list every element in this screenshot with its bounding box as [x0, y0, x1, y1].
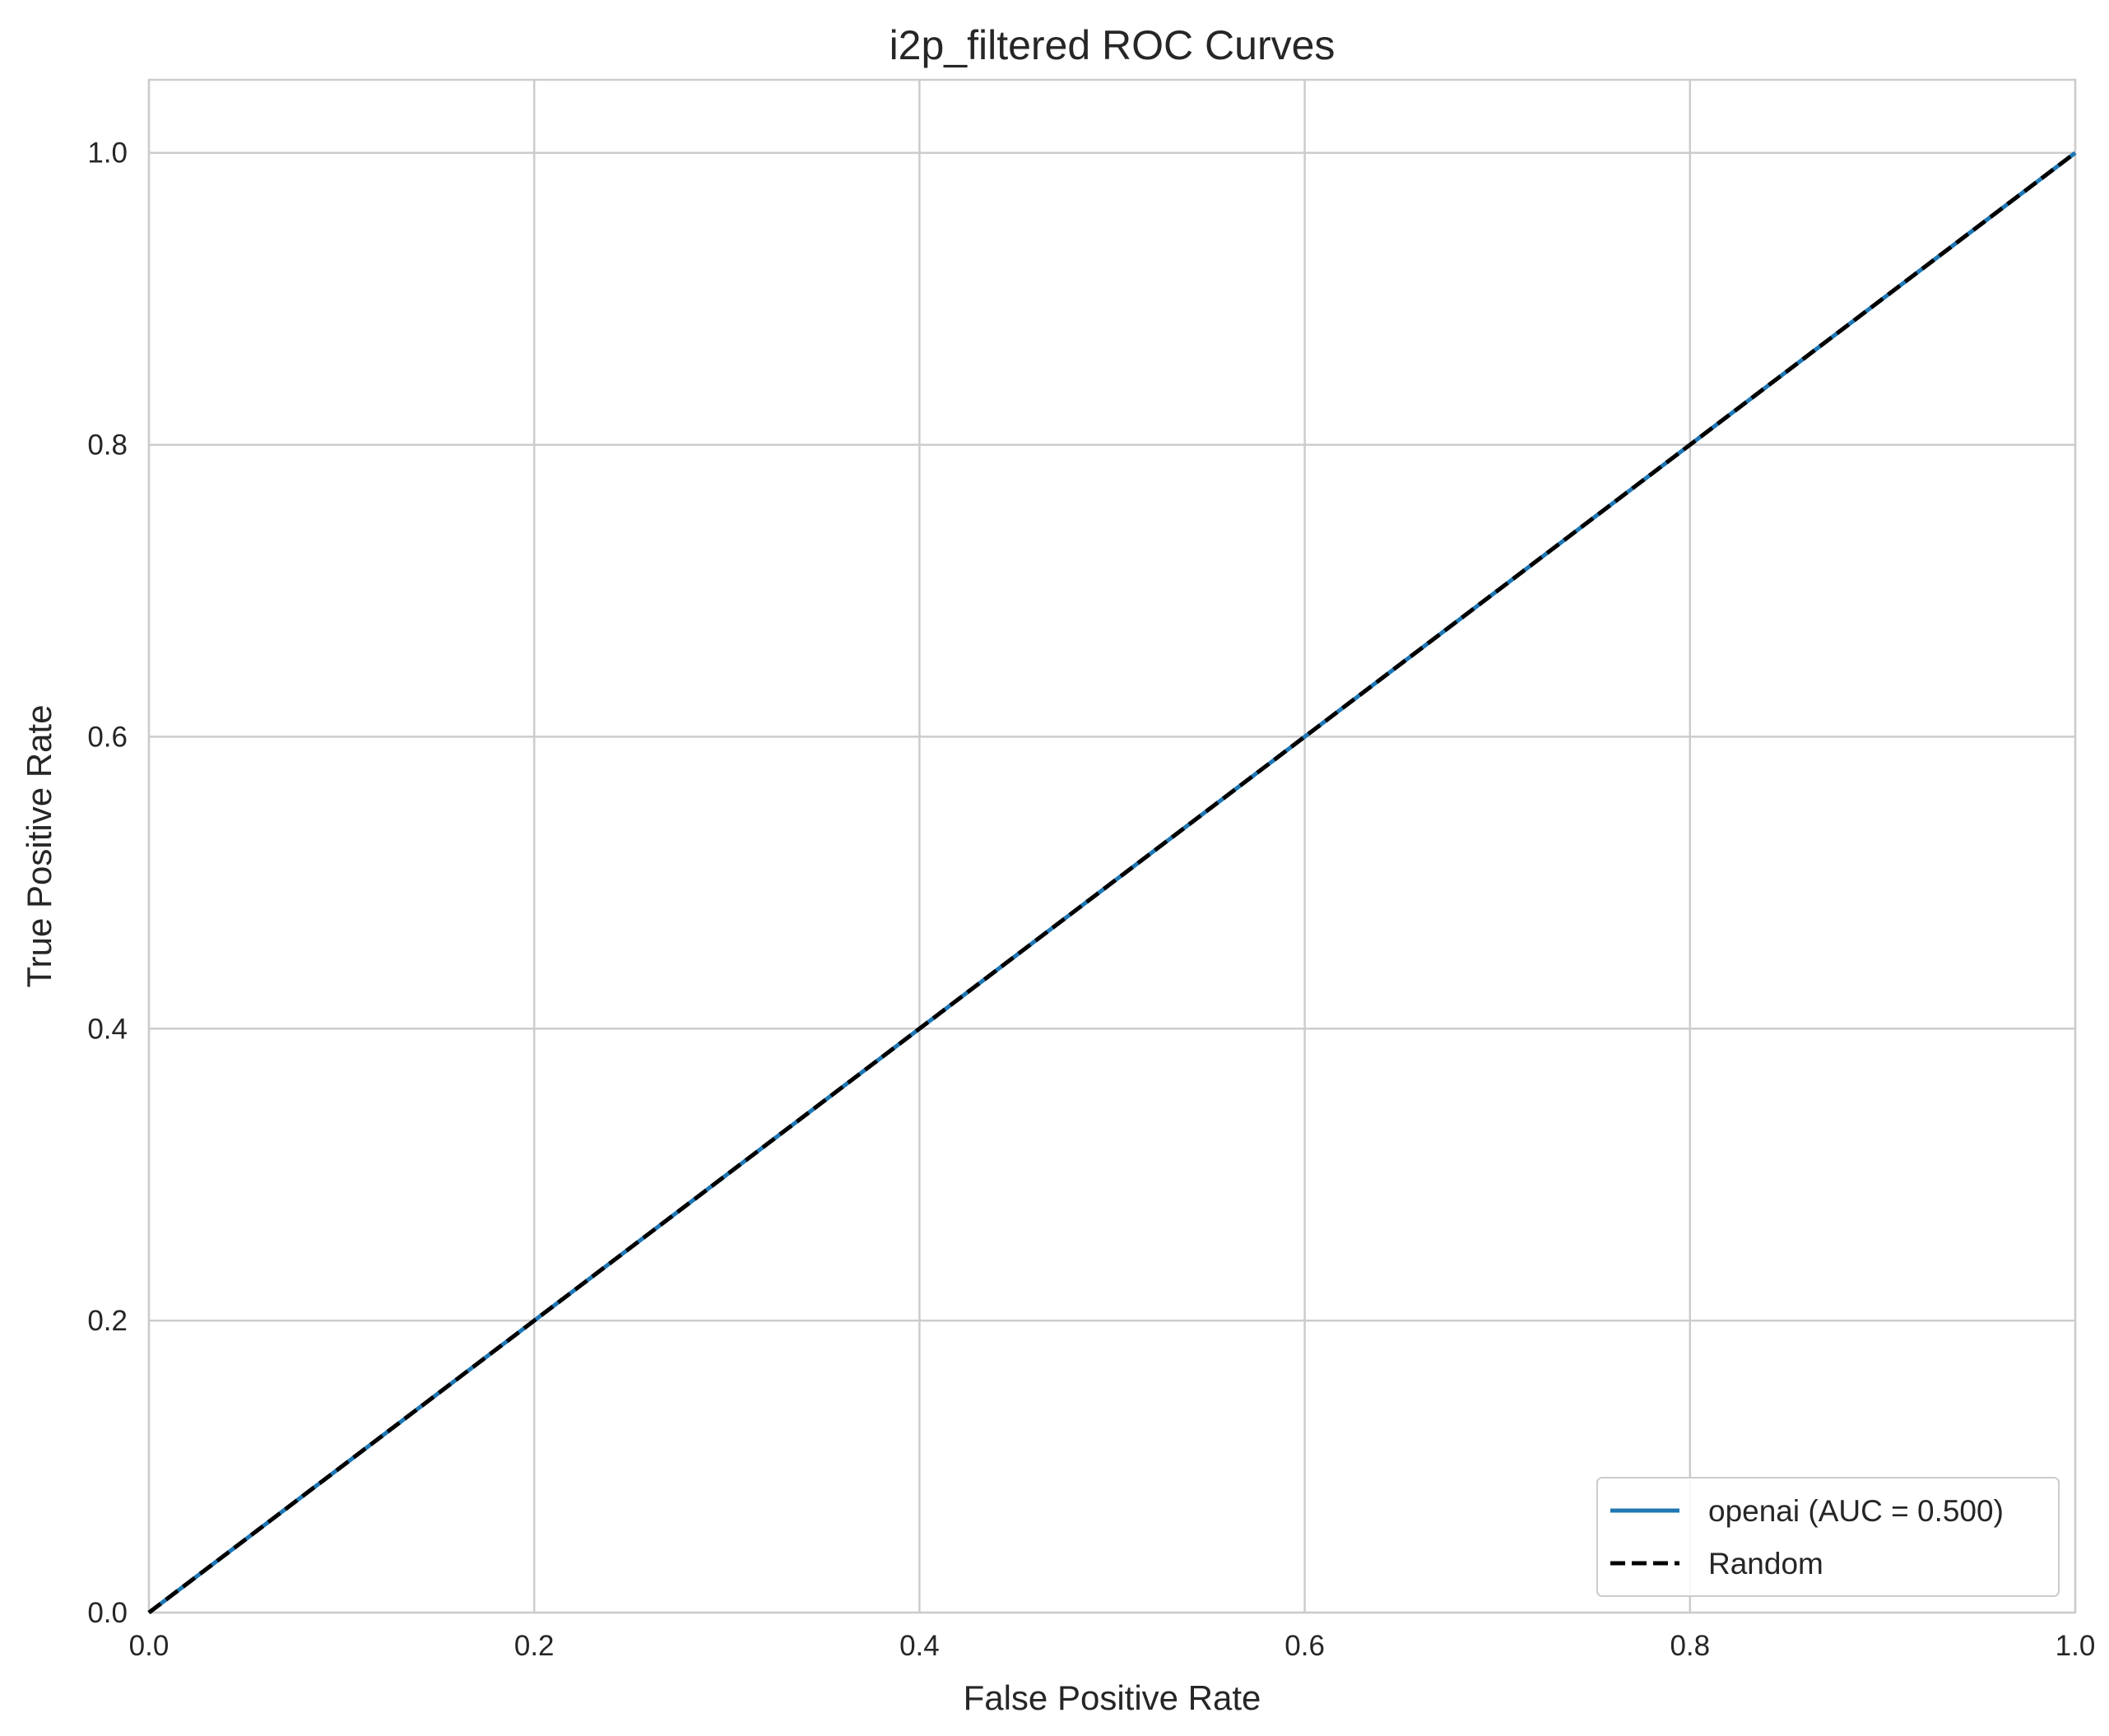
- y-tick-label: 0.0: [87, 1597, 128, 1629]
- y-tick-label: 0.8: [87, 429, 128, 462]
- chart-title: i2p_filtered ROC Curves: [890, 22, 1336, 68]
- y-tick-label: 0.2: [87, 1305, 128, 1337]
- tick-layer: 0.0 0.2 0.4 0.6 0.8 1.0 0.0 0.2 0.4 0.6 0.8 1.0: [87, 137, 2095, 1662]
- x-tick-label: 0.2: [514, 1630, 555, 1662]
- x-tick-label: 1.0: [2056, 1630, 2096, 1662]
- legend-label: openai (AUC = 0.500): [1708, 1494, 2004, 1528]
- x-tick-label: 0.0: [129, 1630, 170, 1662]
- x-tick-label: 0.4: [899, 1630, 940, 1662]
- legend-box: [1596, 1477, 2060, 1597]
- legend-label: Random: [1708, 1547, 1823, 1581]
- y-axis-label: True Positive Rate: [20, 705, 58, 988]
- x-tick-label: 0.8: [1670, 1630, 1710, 1662]
- y-tick-label: 0.6: [87, 721, 128, 753]
- series-layer: [147, 151, 2077, 1614]
- plot-frame: [147, 78, 2077, 1614]
- legend: openai (AUC = 0.500) Random: [1596, 1477, 2060, 1597]
- y-tick-label: 0.4: [87, 1013, 128, 1045]
- y-tick-label: 1.0: [87, 137, 128, 169]
- x-axis-label: False Positive Rate: [964, 1678, 1261, 1717]
- legend-items: openai (AUC = 0.500) Random: [1610, 1494, 2004, 1581]
- x-tick-label: 0.6: [1284, 1630, 1325, 1662]
- series-line-random: [147, 151, 2077, 1614]
